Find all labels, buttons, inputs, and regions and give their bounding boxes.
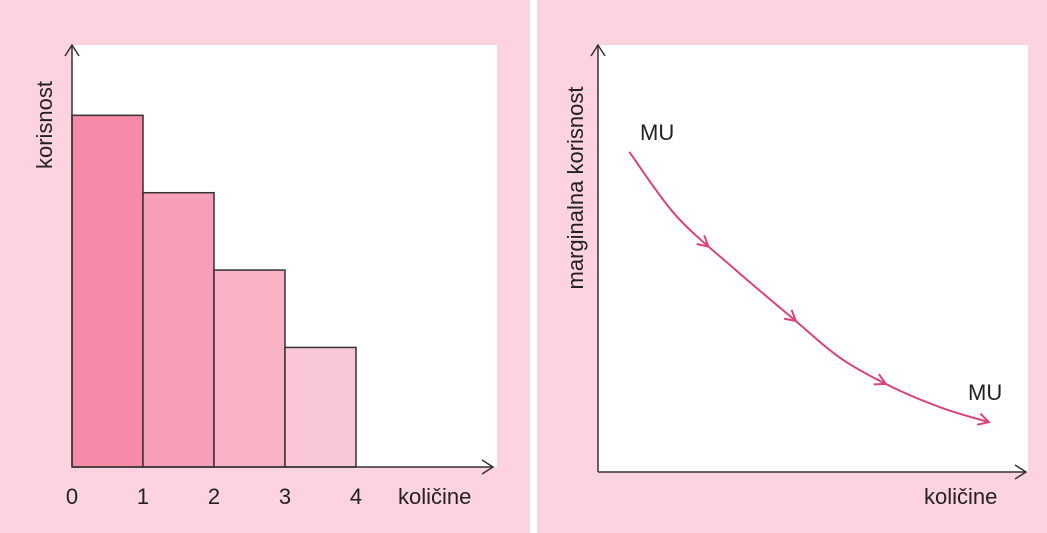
y-axis-label-right: marginalna korisnost (563, 87, 588, 290)
mu-direction-arrow-1 (783, 309, 798, 323)
right-axes (590, 43, 1028, 480)
x-axis-arrow-left (481, 459, 495, 475)
mu-end-label: MU (968, 380, 1002, 405)
x-tick-labels: 0 1 2 3 4 (66, 484, 362, 509)
mu-curve (628, 151, 990, 424)
x-tick-4: 4 (350, 484, 362, 509)
mu-direction-arrow-2 (873, 373, 888, 386)
bar-1 (142, 191, 215, 468)
y-axis-label-left: korisnost (32, 81, 57, 169)
y-axis-arrow-left (64, 43, 80, 57)
right-plot-area (598, 45, 1028, 472)
x-axis-label-right: količine (924, 484, 997, 509)
x-tick-3: 3 (279, 484, 291, 509)
bar-3 (284, 346, 357, 468)
x-tick-1: 1 (137, 484, 149, 509)
bar-2 (213, 269, 286, 468)
x-axis-arrow-right (1014, 464, 1028, 480)
left-axes (64, 43, 495, 475)
mu-curve-group (628, 151, 991, 426)
bar-series (71, 114, 357, 468)
mu-direction-arrow-3 (976, 412, 991, 426)
mu-direction-arrow-0 (696, 234, 710, 248)
mu-start-label: MU (640, 120, 674, 145)
x-tick-0: 0 (66, 484, 78, 509)
y-axis-arrow-right (590, 43, 606, 57)
x-axis-label-left: količine (398, 484, 471, 509)
x-tick-2: 2 (208, 484, 220, 509)
bar-0 (71, 114, 144, 468)
